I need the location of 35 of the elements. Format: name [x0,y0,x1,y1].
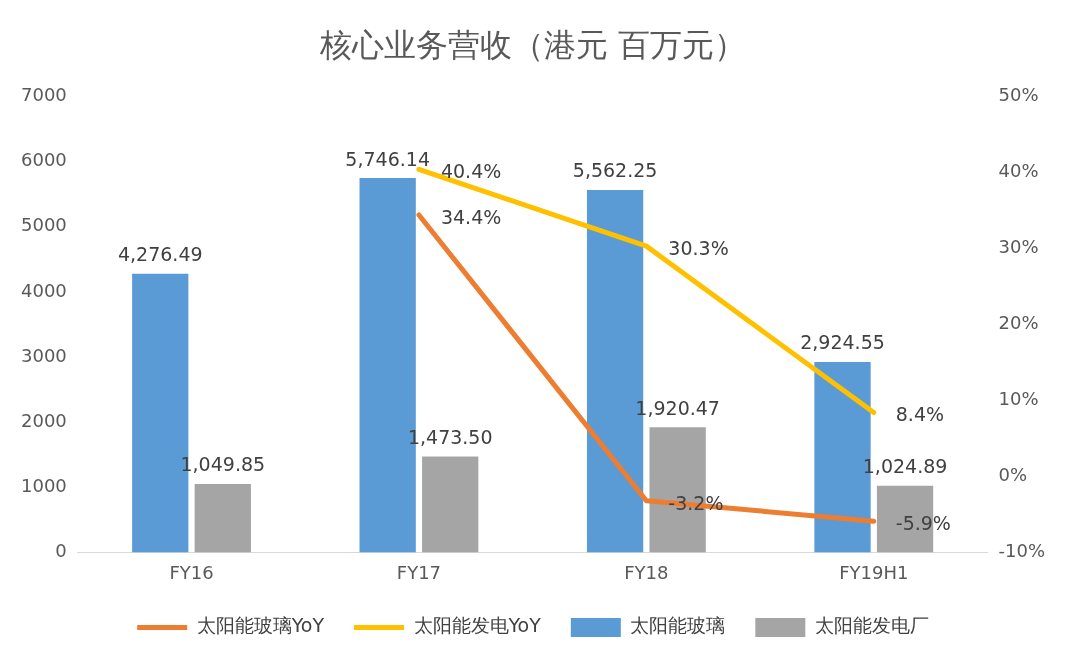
y2-tick-label: 50% [998,84,1039,106]
data-label: 4,276.49 [117,243,203,266]
y-tick-label: 3000 [21,344,67,366]
y2-tick-label: 40% [998,160,1039,182]
y-tick-label: 1000 [21,474,67,496]
y2-tick-label: 10% [998,388,1039,410]
y-tick-label: 4000 [21,279,67,301]
legend-label: 太阳能玻璃 [630,614,726,637]
data-label: 5,746.14 [345,147,430,170]
x-tick-label: FY19H1 [839,561,909,583]
data-label: 2,924.55 [800,331,885,354]
y-tick-label: 5000 [21,214,67,236]
legend-label: 太阳能发电YoY [413,614,542,637]
x-tick-label: FY18 [624,561,669,583]
legend-label: 太阳能玻璃YoY [196,614,325,637]
y2-tick-label: 20% [998,312,1039,334]
data-label: 34.4% [440,205,502,228]
legend-label: 太阳能发电厂 [814,614,929,637]
y-tick-label: 6000 [21,149,67,171]
x-tick-label: FY16 [169,561,214,583]
x-tick-label: FY17 [396,561,442,583]
bar [194,484,251,553]
data-label: 40.4% [440,160,502,183]
data-label: -3.2% [668,491,724,514]
data-label: 5,562.25 [572,159,658,182]
y-tick-label: 7000 [21,84,67,106]
y2-tick-label: -10% [998,540,1046,562]
y2-tick-label: 30% [998,236,1039,258]
bar [422,456,479,553]
y2-tick-label: 0% [998,464,1028,486]
data-label: 30.3% [668,237,729,260]
y-tick-label: 2000 [21,409,67,431]
y-tick-label: 0 [55,540,67,562]
chart-title: 核心业务营收（港元 百万元） [318,25,747,64]
data-label: 8.4% [895,403,945,426]
